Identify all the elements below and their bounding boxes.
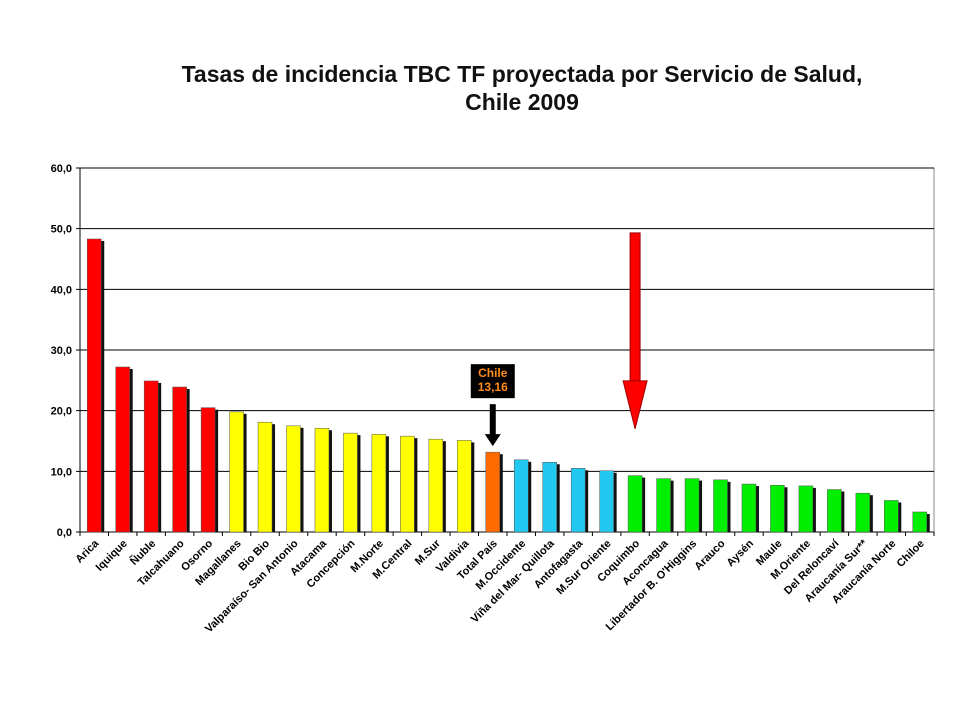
bar (485, 451, 501, 533)
bar (86, 238, 102, 533)
y-tick-label: 20,0 (51, 406, 72, 418)
y-tick-label: 60,0 (51, 163, 72, 175)
bar (570, 468, 586, 533)
bar (343, 432, 358, 533)
bar (229, 411, 244, 533)
bar (827, 489, 842, 533)
callout-box (470, 364, 515, 399)
bar (115, 366, 130, 533)
y-tick-label: 30,0 (51, 345, 72, 357)
bar (400, 435, 415, 533)
callout-label: 13,16 (478, 380, 508, 394)
bar (200, 407, 216, 533)
bar (542, 461, 557, 533)
chart-title-block: Tasas de incidencia TBC TF proyectada po… (0, 60, 960, 116)
bar (314, 428, 330, 533)
x-tick-label: Arauco (692, 537, 727, 572)
bar (855, 492, 871, 533)
bar (627, 475, 643, 533)
red-arrow-head (622, 380, 648, 429)
bar (371, 434, 387, 533)
bar (286, 425, 301, 533)
callout-arrow-head (484, 434, 501, 447)
chart-title: Tasas de incidencia TBC TF proyectada po… (181, 61, 863, 87)
bar (656, 478, 671, 533)
x-tick-label: Iquique (94, 538, 130, 574)
y-tick-label: 0,0 (57, 527, 72, 539)
y-tick-label: 50,0 (51, 224, 72, 236)
x-tick-label: Aysén (725, 537, 757, 569)
bar (143, 380, 159, 533)
bar (599, 470, 614, 533)
y-tick-label: 40,0 (51, 284, 72, 296)
bar (741, 483, 757, 533)
bar (172, 386, 187, 533)
bar (884, 500, 899, 533)
bar (912, 511, 928, 533)
bar (684, 478, 700, 533)
bar (770, 485, 785, 533)
bar (428, 438, 444, 533)
bar (457, 440, 472, 533)
red-arrow-shaft (629, 232, 641, 382)
bar (713, 479, 728, 533)
bar (513, 459, 529, 533)
callout-label: Chile (478, 366, 508, 380)
bar (798, 485, 814, 533)
callout-arrow-shaft (489, 404, 496, 437)
chart-subtitle: Chile 2009 (465, 89, 579, 115)
x-tick-label: Chiloe (895, 538, 927, 570)
bar (257, 421, 273, 533)
y-tick-label: 10,0 (51, 466, 72, 478)
